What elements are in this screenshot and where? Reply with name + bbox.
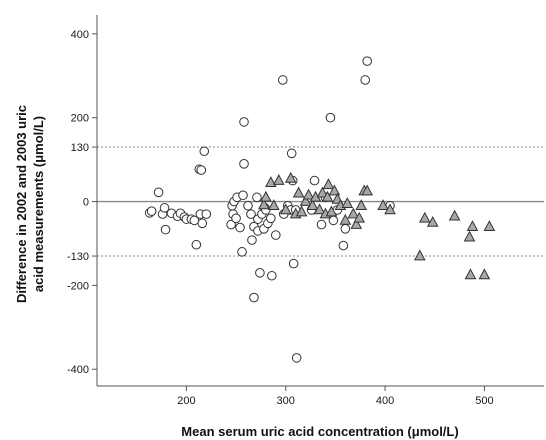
triangle-point (350, 218, 363, 229)
circle-point (316, 219, 327, 230)
circle-point (201, 209, 212, 219)
y-tick-label: -130 (67, 251, 89, 263)
triangle-point (418, 211, 431, 223)
circle-point (239, 159, 249, 169)
circle-point (362, 56, 372, 66)
circle-point (235, 222, 245, 233)
y-tick-label: 200 (71, 113, 89, 125)
circle-point (231, 213, 241, 224)
triangle-point (466, 220, 479, 232)
circle-point (249, 292, 259, 303)
triangle-point (295, 205, 308, 217)
triangle-point (464, 268, 477, 280)
circle-point (197, 218, 208, 229)
triangle-point (339, 213, 352, 225)
triangle-point (347, 207, 360, 219)
y-tick-label: -400 (67, 364, 89, 376)
circle-point (266, 213, 276, 224)
triangle-point (448, 209, 461, 221)
triangle-point (299, 194, 312, 206)
circle-point (338, 240, 349, 251)
triangle-point (316, 186, 329, 198)
circle-point (255, 268, 265, 278)
circle-point (243, 200, 253, 211)
circle-point (159, 203, 170, 213)
triangle-point (478, 268, 491, 280)
circle-point (360, 75, 371, 85)
triangle-point (384, 203, 396, 215)
circle-point (239, 117, 249, 127)
triangle-point (413, 249, 426, 261)
circle-point (199, 146, 210, 157)
triangle-point (292, 186, 305, 198)
circle-point (153, 187, 164, 198)
triangle-point (258, 198, 270, 210)
circle-point (291, 353, 302, 363)
circle-point (238, 190, 248, 201)
axes (96, 15, 544, 387)
triangle-point (322, 178, 335, 190)
data-points (144, 56, 496, 363)
circle-point (226, 219, 236, 230)
triangle-point (463, 230, 476, 242)
triangle-point (264, 176, 277, 187)
triangle-point (426, 215, 439, 227)
triangle-point (306, 199, 319, 211)
circle-point (277, 75, 288, 85)
ticks: -400 -200 -130 0 130 200 400 200 300 400 500 (67, 29, 494, 407)
circle-point (247, 235, 257, 245)
circle-point (246, 209, 256, 219)
triangle-point (279, 203, 292, 215)
triangle-point (377, 199, 389, 211)
circle-point (286, 148, 297, 159)
y-tick-label: 0 (83, 197, 89, 209)
triangle-point (313, 203, 326, 215)
triangle-point (353, 211, 366, 223)
circle-point (160, 224, 171, 235)
x-tick-label: 300 (277, 395, 295, 407)
triangle-point (267, 199, 280, 211)
triangle-point (260, 190, 272, 202)
circle-point (271, 230, 281, 240)
triangle-point (483, 220, 496, 232)
circle-point (288, 258, 299, 269)
circle-point (267, 270, 277, 281)
triangle-point (328, 184, 341, 196)
circle-point (309, 175, 320, 186)
triangle-point (321, 190, 334, 202)
circle-point (196, 165, 207, 175)
triangle-point (341, 197, 354, 208)
y-tick-label: 130 (71, 142, 89, 154)
circle-point (340, 223, 351, 234)
x-tick-label: 200 (177, 395, 195, 407)
circle-point (191, 239, 202, 250)
triangle-point (272, 174, 285, 185)
x-tick-label: 400 (376, 395, 394, 407)
y-axis-title-line-1: Difference in 2002 and 2003 uric (14, 105, 29, 303)
circle-point (146, 206, 157, 216)
triangle-point (355, 199, 368, 211)
y-axis-title-line-2: acid measurements (μmol/L) (31, 116, 46, 292)
triangle-point (284, 171, 297, 183)
circle-point (252, 192, 262, 203)
triangle-point (325, 205, 338, 217)
circle-point (325, 112, 336, 123)
circle-point (237, 247, 247, 257)
x-axis-title: Mean serum uric acid concentration (μmol… (181, 424, 458, 439)
y-tick-label: -200 (67, 280, 89, 292)
triangle-point (361, 184, 374, 196)
y-tick-label: 400 (71, 29, 89, 41)
x-tick-label: 500 (475, 395, 493, 407)
triangle-point (302, 188, 315, 200)
